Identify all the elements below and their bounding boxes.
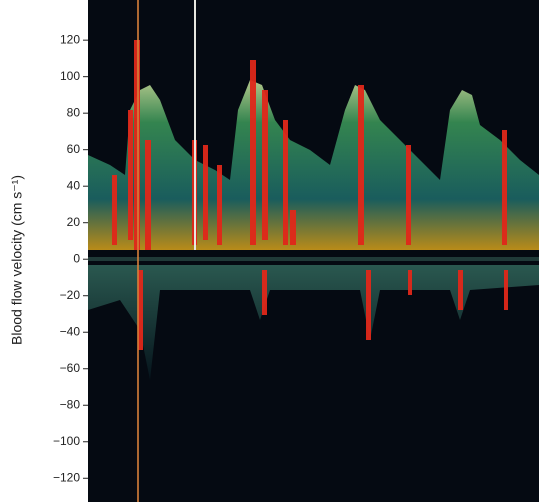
y-tick-label: −120 [53,470,80,484]
y-tick-label: −60 [60,361,81,375]
chart: Blood flow velocity (cm s⁻¹) −120 −100 −80… [0,0,539,502]
y-tick-label: 40 [67,178,81,192]
y-tick-label: 100 [60,69,80,83]
y-tick-label: −20 [60,288,81,302]
y-tick-label: 120 [60,32,80,46]
y-tick-label: −80 [60,397,81,411]
y-tick-label: 0 [73,251,80,265]
y-tick-label: 80 [67,105,81,119]
spectrogram-image [88,0,539,502]
y-axis-label: Blood flow velocity (cm s⁻¹) [9,175,25,345]
y-tick-label: 20 [67,215,81,229]
y-tick-label: −100 [53,434,80,448]
y-tick-label: −40 [60,324,81,338]
y-tick-label: 60 [67,142,81,156]
page: Blood flow velocity (cm s⁻¹) −120 −100 −80… [0,0,539,502]
